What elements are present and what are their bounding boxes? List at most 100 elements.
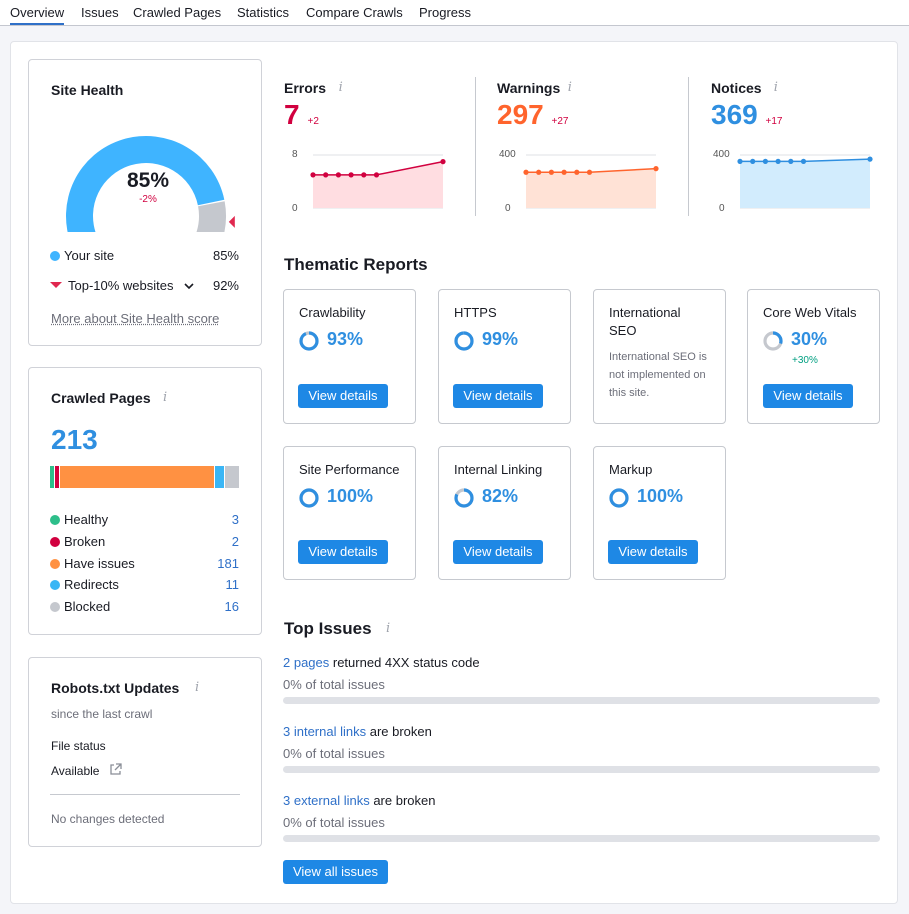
robots-card: Robots.txt Updates i since the last craw…: [28, 657, 262, 847]
top-issues-title: Top Issues: [284, 619, 372, 638]
legend-dot: [50, 536, 60, 547]
stat-info-icon[interactable]: i: [338, 80, 343, 95]
legend-count-link[interactable]: 11: [225, 577, 240, 593]
top-tab-bar: Overview Issues Crawled Pages Statistics…: [0, 0, 909, 26]
bar-segment-redirects[interactable]: [215, 466, 225, 488]
tab-statistics[interactable]: Statistics: [237, 5, 290, 20]
progress-ring-icon: [299, 331, 319, 351]
issue-progress-bar: [283, 835, 880, 842]
legend-your-site: Your site 85%: [50, 248, 239, 264]
y-axis-max-label: 400: [499, 149, 516, 160]
stat-info-icon[interactable]: i: [773, 80, 778, 95]
stat-value[interactable]: 369: [711, 99, 758, 130]
thematic-card-name: Core Web Vitals: [763, 305, 857, 320]
stat-title-warnings: Warnings: [497, 80, 561, 96]
site-health-delta: -2%: [139, 194, 157, 205]
issue-link[interactable]: 2 pages: [283, 655, 330, 670]
legend-label: Blocked: [64, 599, 111, 615]
robots-subtitle: since the last crawl: [51, 707, 153, 721]
stat-value[interactable]: 297: [497, 99, 544, 130]
stat-delta: +17: [765, 116, 783, 127]
crawled-legend-row: Redirects 11: [50, 577, 239, 593]
view-details-button[interactable]: View details: [608, 540, 698, 564]
issue-link[interactable]: 3 internal links: [283, 724, 367, 739]
ring-fill: [299, 331, 319, 351]
top-issues-info-icon[interactable]: i: [386, 621, 391, 636]
bar-segment-have-issues[interactable]: [60, 466, 215, 488]
site-health-title: Site Health: [51, 82, 124, 98]
bar-segment-healthy[interactable]: [50, 466, 54, 488]
legend-count-link[interactable]: 2: [231, 533, 239, 549]
legend-dot: [50, 602, 60, 613]
tab-compare-crawls[interactable]: Compare Crawls: [306, 5, 403, 20]
tab-crawled-pages[interactable]: Crawled Pages: [133, 5, 222, 20]
thematic-card-percent: 100%: [637, 486, 684, 506]
issue-description: returned 4XX status code: [329, 655, 480, 670]
progress-ring-icon: [454, 488, 474, 508]
issue-progress-bar: [283, 766, 880, 773]
robots-info-icon[interactable]: i: [195, 680, 200, 695]
legend-label: Have issues: [64, 555, 135, 571]
site-health-gauge: [66, 136, 235, 232]
thematic-card-international-seo[interactable]: International SEO International SEO is no…: [593, 289, 726, 424]
site-health-more-link[interactable]: More about Site Health score: [51, 311, 220, 326]
legend-top10[interactable]: Top-10% websites 92%: [50, 278, 239, 294]
legend-label: Healthy: [64, 512, 109, 527]
view-details-button[interactable]: View details: [298, 384, 388, 408]
legend-label: Broken: [64, 533, 106, 549]
issue-description: are broken: [366, 724, 432, 739]
stat-value[interactable]: 7: [284, 99, 300, 130]
y-axis-min-label: 0: [292, 203, 298, 214]
gauge-track: [196, 201, 226, 232]
crawled-pages-card: Crawled Pages i 213 Healthy 3 Broken 2 Have …: [28, 367, 262, 635]
ring-fill: [609, 488, 629, 508]
ring-fill: [454, 331, 474, 351]
your-site-label: Your site: [64, 248, 115, 263]
file-status-value: Available: [51, 764, 100, 778]
chevron-down-icon[interactable]: [184, 283, 194, 290]
external-link-icon[interactable]: [109, 763, 122, 776]
y-axis-min-label: 0: [719, 203, 725, 214]
site-health-value: 85%: [126, 169, 170, 192]
stats-divider: [688, 77, 689, 216]
crawled-pages-info-icon[interactable]: i: [163, 390, 168, 405]
issue-row-text: 3 internal links are broken: [283, 724, 432, 739]
ring-fill: [299, 488, 319, 508]
issue-description: are broken: [369, 793, 436, 808]
tab-issues[interactable]: Issues: [81, 5, 119, 20]
thematic-card-percent: 93%: [327, 329, 364, 349]
view-details-button[interactable]: View details: [453, 384, 543, 408]
tab-overview[interactable]: Overview: [10, 5, 65, 25]
thematic-card-name: Site Performance: [299, 462, 400, 477]
bar-segment-blocked[interactable]: [225, 466, 239, 488]
site-health-card: Site Health 85% -2% Your site 85% Top-10…: [28, 59, 262, 346]
thematic-card-percent: 100%: [327, 486, 374, 506]
thematic-card-percent: 30%: [791, 329, 828, 349]
your-site-dot: [50, 251, 60, 261]
thematic-card-name: International SEO: [609, 305, 681, 338]
thematic-card-name: HTTPS: [454, 305, 497, 320]
ring-fill: [454, 488, 474, 508]
legend-count-link[interactable]: 3: [231, 512, 239, 527]
view-details-button[interactable]: View details: [298, 540, 388, 564]
legend-count-link[interactable]: 181: [217, 555, 239, 571]
legend-label: Redirects: [64, 577, 119, 593]
issue-link[interactable]: 3 external links: [283, 793, 370, 808]
issue-share: 0% of total issues: [283, 677, 385, 692]
stat-info-icon[interactable]: i: [567, 80, 572, 95]
issue-row-text: 3 external links are broken: [283, 793, 435, 808]
view-details-button[interactable]: View details: [763, 384, 853, 408]
stats-divider: [475, 77, 476, 216]
ring-fill: [763, 331, 783, 351]
issue-progress-bar: [283, 697, 880, 704]
progress-ring-icon: [299, 488, 319, 508]
crawled-pages-total[interactable]: 213: [51, 424, 98, 455]
crawled-legend-row: Healthy 3: [50, 512, 239, 528]
y-axis-max-label: 400: [713, 149, 730, 160]
view-details-button[interactable]: View details: [453, 540, 543, 564]
legend-count-link[interactable]: 16: [224, 599, 239, 615]
tab-progress[interactable]: Progress: [419, 5, 472, 20]
bar-segment-broken[interactable]: [55, 466, 59, 488]
view-all-issues-button[interactable]: View all issues: [283, 860, 388, 884]
stat-title-errors: Errors: [284, 80, 327, 96]
